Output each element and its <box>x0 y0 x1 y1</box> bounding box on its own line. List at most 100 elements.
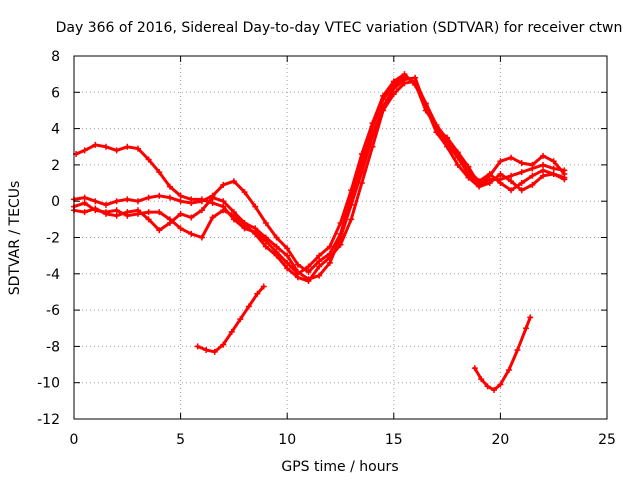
data-point <box>550 170 557 177</box>
data-point <box>166 216 173 223</box>
data-point <box>254 290 261 297</box>
data-point <box>188 230 195 237</box>
data-point <box>484 383 491 390</box>
data-point <box>326 259 333 266</box>
data-point <box>220 341 227 348</box>
x-tick-label: 5 <box>176 432 185 448</box>
data-point <box>156 227 163 234</box>
data-point <box>305 268 312 275</box>
data-point <box>337 241 344 248</box>
data-point <box>273 234 280 241</box>
data-point <box>380 107 387 114</box>
data-point <box>166 183 173 190</box>
data-point <box>252 230 259 237</box>
data-point <box>228 328 235 335</box>
data-point <box>209 214 216 221</box>
data-point <box>211 348 218 355</box>
data-point <box>540 152 547 159</box>
data-point <box>134 210 141 217</box>
y-tick-label: -2 <box>46 231 60 247</box>
data-point <box>497 158 504 165</box>
data-point <box>220 207 227 214</box>
data-point <box>260 283 267 290</box>
data-point <box>124 143 131 150</box>
data-point <box>444 143 451 150</box>
data-point <box>369 143 376 150</box>
data-point <box>527 314 534 321</box>
data-point <box>294 268 301 275</box>
data-point <box>145 156 152 163</box>
data-point <box>92 198 99 205</box>
y-tick-label: -12 <box>37 412 60 428</box>
y-tick-label: 6 <box>51 85 60 101</box>
y-tick-label: -8 <box>46 339 60 355</box>
y-tick-label: -4 <box>46 267 60 283</box>
grid <box>74 56 607 419</box>
data-point <box>348 201 355 208</box>
data-point <box>529 181 536 188</box>
data-point <box>252 203 259 210</box>
y-axis-title: SDTVAR / TECUs <box>7 181 23 296</box>
data-point <box>124 196 131 203</box>
data-point <box>145 216 152 223</box>
y-tick-label: 0 <box>51 194 60 210</box>
data-point <box>518 169 525 176</box>
data-point <box>102 143 109 150</box>
data-point <box>230 178 237 185</box>
chart-title: Day 366 of 2016, Sidereal Day-to-day VTE… <box>56 20 623 36</box>
data-point <box>497 381 504 388</box>
data-point <box>156 192 163 199</box>
data-point <box>81 209 88 216</box>
series-trace-a <box>73 71 568 277</box>
x-axis-title: GPS time / hours <box>281 459 398 475</box>
data-point <box>220 181 227 188</box>
y-tick-label: -6 <box>46 303 60 319</box>
data-point <box>471 365 478 372</box>
data-point <box>177 210 184 217</box>
series-trace-e <box>194 283 267 355</box>
data-point <box>454 161 461 168</box>
data-point <box>550 165 557 172</box>
data-point <box>540 172 547 179</box>
data-point <box>198 234 205 241</box>
data-point <box>316 272 323 279</box>
data-point <box>134 198 141 205</box>
data-point <box>145 209 152 216</box>
axis-ticks: 0 5 10 15 20 25 -12 -10 -8 -6 -4 -2 0 2 4 6 8 <box>37 49 616 448</box>
series-trace-b <box>71 72 568 275</box>
data-point <box>294 261 301 268</box>
data-point <box>92 207 99 214</box>
data-point <box>508 178 515 185</box>
data-point <box>497 170 504 177</box>
data-point <box>380 96 387 103</box>
data-point <box>505 366 512 373</box>
data-point <box>284 252 291 259</box>
data-point <box>273 243 280 250</box>
data-point <box>390 85 397 92</box>
data-point <box>113 207 120 214</box>
data-point <box>188 214 195 221</box>
data-point <box>508 172 515 179</box>
data-point <box>486 180 493 187</box>
data-point <box>518 180 525 187</box>
data-point <box>476 183 483 190</box>
data-point <box>305 278 312 285</box>
data-point <box>465 167 472 174</box>
data-point <box>81 194 88 201</box>
y-tick-label: 4 <box>51 122 60 138</box>
data-point <box>177 192 184 199</box>
data-point <box>540 161 547 168</box>
data-point <box>518 160 525 167</box>
data-point <box>508 187 515 194</box>
series-group <box>71 71 568 393</box>
data-point <box>284 265 291 272</box>
data-point <box>220 198 227 205</box>
data-point <box>241 221 248 228</box>
data-point <box>561 176 568 183</box>
data-point <box>113 198 120 205</box>
data-point <box>230 212 237 219</box>
data-point <box>245 303 252 310</box>
data-point <box>401 80 408 87</box>
x-tick-label: 15 <box>385 432 403 448</box>
data-point <box>284 259 291 266</box>
